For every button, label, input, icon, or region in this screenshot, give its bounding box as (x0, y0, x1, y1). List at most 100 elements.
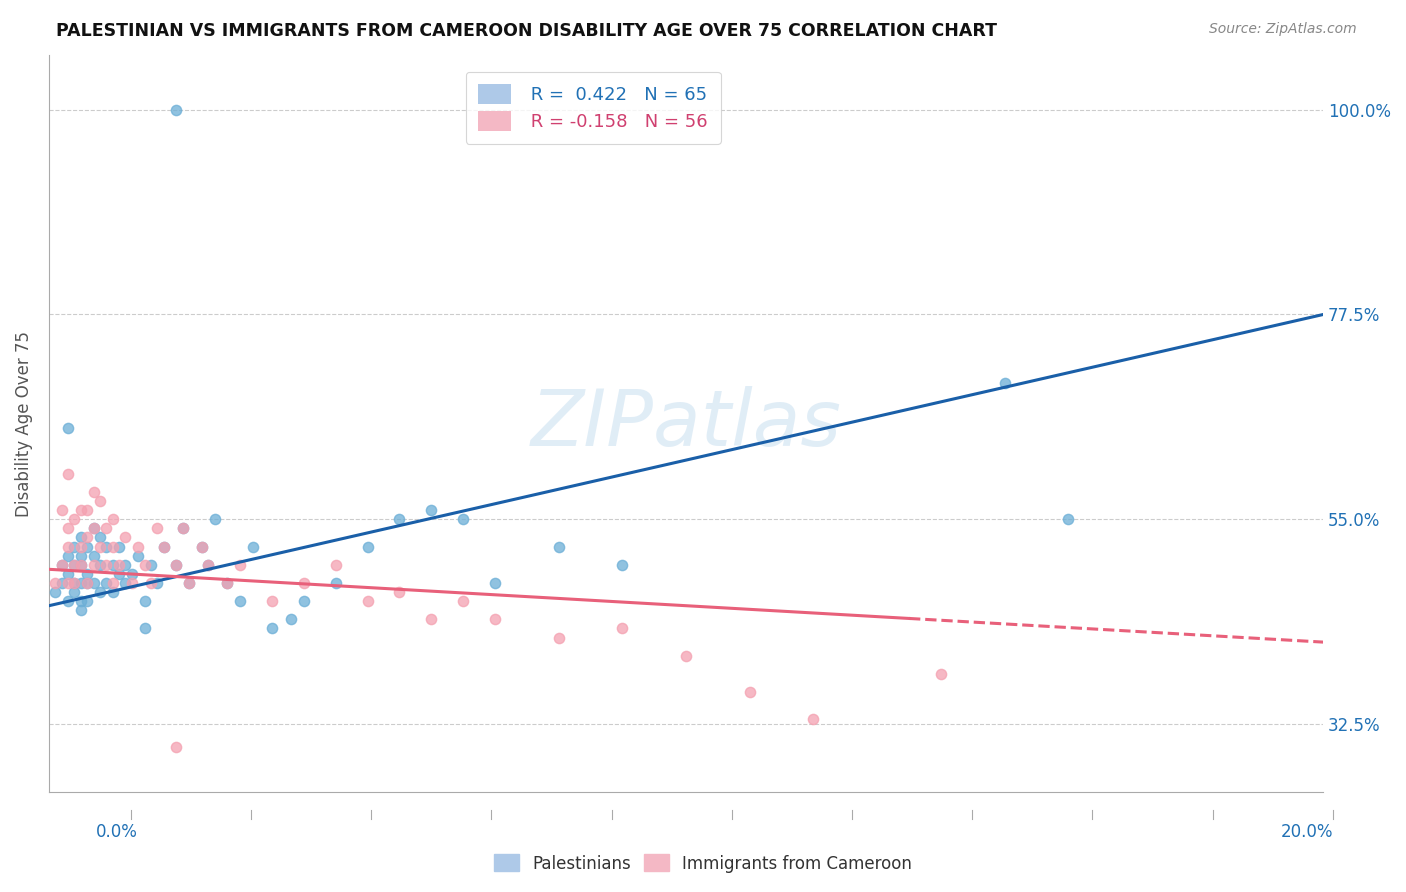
Point (83, 521, 105, 535)
Point (172, 521, 194, 535)
Point (152, 540, 174, 554)
Point (101, 540, 124, 554)
Point (738, 685, 761, 699)
Point (356, 594, 378, 608)
Point (89, 494, 111, 508)
Point (242, 540, 264, 554)
Point (114, 531, 136, 545)
Point (325, 576, 347, 591)
Point (197, 558, 219, 572)
Point (108, 566, 131, 581)
Point (63, 540, 86, 554)
Point (56, 521, 79, 535)
Point (51, 503, 73, 517)
Point (96, 558, 118, 572)
Point (69, 558, 91, 572)
Point (69, 549, 91, 563)
Legend: Palestinians, Immigrants from Cameroon: Palestinians, Immigrants from Cameroon (486, 847, 920, 880)
Point (76, 566, 98, 581)
Point (292, 576, 315, 591)
Point (44, 576, 66, 591)
Point (63, 558, 86, 572)
Point (108, 540, 131, 554)
Point (260, 594, 283, 608)
Point (547, 540, 569, 554)
Point (69, 558, 91, 572)
Text: PALESTINIAN VS IMMIGRANTS FROM CAMEROON DISABILITY AGE OVER 75 CORRELATION CHART: PALESTINIAN VS IMMIGRANTS FROM CAMEROON … (56, 22, 997, 40)
Point (76, 503, 98, 517)
Point (127, 549, 149, 563)
Point (56, 540, 79, 554)
Point (56, 576, 79, 591)
Point (89, 540, 111, 554)
Point (451, 512, 474, 526)
Point (420, 503, 443, 517)
Point (134, 594, 156, 608)
Point (89, 558, 111, 572)
Point (451, 594, 474, 608)
Point (101, 585, 124, 599)
Point (165, 739, 187, 754)
Point (325, 558, 347, 572)
Point (191, 540, 214, 554)
Point (388, 585, 411, 599)
Point (96, 521, 118, 535)
Point (994, 376, 1017, 390)
Point (76, 576, 98, 591)
Y-axis label: Disability Age Over 75: Disability Age Over 75 (15, 331, 32, 516)
Text: ZIPatlas: ZIPatlas (530, 385, 842, 462)
Point (83, 521, 105, 535)
Point (172, 521, 194, 535)
Point (280, 612, 302, 626)
Point (165, 558, 187, 572)
Point (51, 558, 73, 572)
Point (197, 558, 219, 572)
Point (134, 558, 156, 572)
Text: 20.0%: 20.0% (1281, 822, 1333, 840)
Point (69, 576, 91, 591)
Point (139, 576, 162, 591)
Point (179, 576, 201, 591)
Point (56, 549, 79, 563)
Legend:  R =  0.422   N = 65,  R = -0.158   N = 56: R = 0.422 N = 65, R = -0.158 N = 56 (465, 71, 721, 144)
Point (127, 540, 149, 554)
Text: Source: ZipAtlas.com: Source: ZipAtlas.com (1209, 22, 1357, 37)
Point (229, 594, 252, 608)
Point (76, 576, 98, 591)
Point (165, 103, 187, 117)
Point (83, 576, 105, 591)
Point (114, 558, 136, 572)
Point (89, 585, 111, 599)
Point (165, 558, 187, 572)
Point (69, 594, 91, 608)
Point (388, 512, 411, 526)
Point (134, 622, 156, 636)
Point (217, 576, 239, 591)
Point (929, 667, 952, 681)
Point (204, 512, 226, 526)
Point (63, 585, 86, 599)
Point (229, 558, 252, 572)
Point (69, 540, 91, 554)
Point (83, 549, 105, 563)
Point (612, 622, 634, 636)
Point (675, 648, 697, 663)
Point (484, 576, 506, 591)
Point (63, 576, 86, 591)
Point (121, 576, 143, 591)
Point (56, 421, 79, 435)
Point (179, 576, 201, 591)
Point (76, 531, 98, 545)
Point (96, 540, 118, 554)
Point (146, 576, 169, 591)
Point (44, 585, 66, 599)
Point (69, 531, 91, 545)
Point (69, 503, 91, 517)
Point (420, 612, 443, 626)
Point (96, 576, 118, 591)
Point (484, 612, 506, 626)
Point (89, 531, 111, 545)
Point (63, 558, 86, 572)
Point (83, 558, 105, 572)
Point (152, 540, 174, 554)
